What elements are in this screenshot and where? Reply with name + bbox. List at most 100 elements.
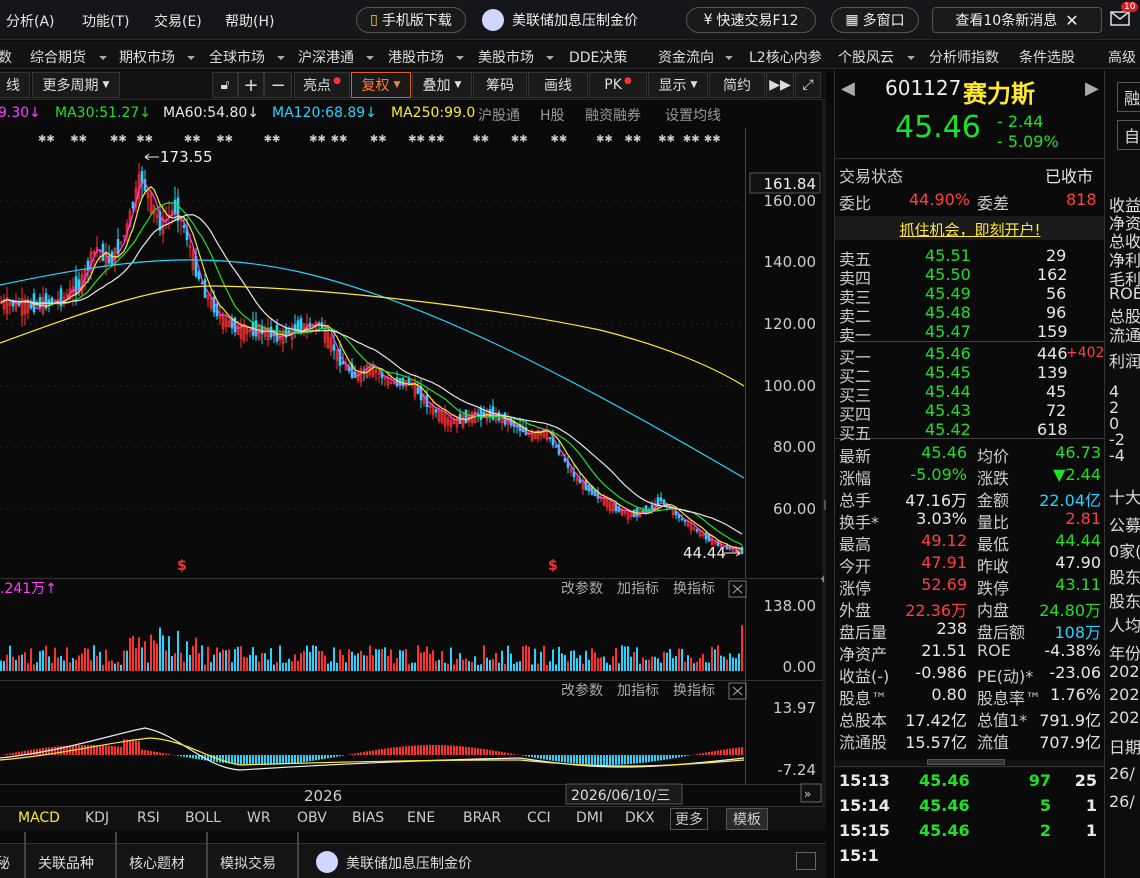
svg-text:✱✱: ✱✱: [472, 134, 489, 145]
nav-futures[interactable]: 综合期货: [30, 50, 86, 66]
close-icon[interactable]: ✕: [1065, 10, 1079, 30]
news-button[interactable]: 查看10条新消息 ✕: [932, 7, 1102, 33]
chevron-down-icon: ▼: [690, 80, 698, 90]
chips-button[interactable]: 筹码: [473, 72, 527, 98]
nav-l2[interactable]: L2核心内参: [749, 50, 822, 66]
pk-button[interactable]: PK ●: [589, 72, 647, 98]
bottom-tab-topics[interactable]: 核心题材: [129, 856, 185, 872]
stat-label: PE(动)*: [977, 667, 1034, 686]
bottom-bar: 秘 关联品种 核心题材 模拟交易 美联储加息压制金价: [0, 843, 826, 878]
mobile-download-button[interactable]: ▯ 手机版下载: [356, 7, 466, 33]
tab-boll[interactable]: BOLL: [185, 810, 221, 826]
stat-row: 净资产 21.51 ROE -4.38%: [839, 640, 1101, 664]
close-icon[interactable]: [728, 580, 747, 598]
open-account-link[interactable]: 抓住机会，即刻开户!: [835, 216, 1105, 240]
close-icon[interactable]: [728, 682, 747, 700]
ad-link[interactable]: 美联储加息压制金价: [482, 9, 638, 31]
simple-button[interactable]: 简约: [709, 72, 765, 98]
macd-add-indicator-button[interactable]: 加指标: [617, 683, 659, 699]
margin-link[interactable]: 融资融券: [585, 108, 641, 124]
buy-level-row[interactable]: 买四 45.43 72: [839, 400, 1101, 424]
buy-level-row[interactable]: 买三 45.44 45: [839, 381, 1101, 405]
lock-icon[interactable]: 🔓︎: [212, 72, 238, 98]
next-stock-icon[interactable]: ▶: [1085, 78, 1099, 99]
macd-params-button[interactable]: 改参数: [561, 682, 603, 699]
ma-settings-button[interactable]: 设置均线: [665, 108, 721, 124]
tab-dmi[interactable]: DMI: [576, 810, 603, 826]
fullscreen-icon[interactable]: ⤢: [795, 72, 821, 98]
sell-level-row[interactable]: 卖五 45.51 29: [839, 245, 1101, 269]
stat-value: 43.11: [1055, 575, 1101, 594]
nav-global[interactable]: 全球市场: [209, 50, 265, 66]
fast-forward-icon[interactable]: [800, 783, 822, 803]
tab-bias[interactable]: BIAS: [352, 810, 385, 826]
menu-analysis[interactable]: 分析(A): [6, 14, 55, 30]
period-line-button[interactable]: 线: [0, 72, 30, 98]
macd-switch-indicator-button[interactable]: 换指标: [673, 682, 715, 699]
sell-volume: 162: [1037, 265, 1068, 284]
zoom-in-icon[interactable]: +: [238, 72, 264, 98]
nav-options[interactable]: 期权市场: [119, 50, 175, 66]
tab-cci[interactable]: CCI: [527, 810, 551, 826]
tab-kdj[interactable]: KDJ: [85, 810, 110, 826]
draw-button[interactable]: 画线: [528, 72, 588, 98]
nav-analyst[interactable]: 分析师指数: [929, 50, 999, 66]
nav-stock-risk[interactable]: 个股风云: [838, 50, 894, 66]
hk-connect-link[interactable]: 沪股通: [478, 108, 520, 124]
vol-params-button[interactable]: 改参数: [561, 580, 603, 597]
vol-add-indicator-button[interactable]: 加指标: [617, 581, 659, 597]
tab-more[interactable]: 更多: [670, 808, 708, 830]
tab-brar[interactable]: BRAR: [463, 810, 502, 826]
nav-fund-flow[interactable]: 资金流向: [658, 50, 714, 66]
zoom-out-icon[interactable]: −: [264, 72, 292, 98]
nav-dde[interactable]: DDE决策: [569, 50, 628, 66]
tab-macd[interactable]: MACD: [18, 810, 60, 826]
vol-switch-indicator-button[interactable]: 换指标: [673, 580, 715, 597]
f10-text: 总收: [1109, 232, 1140, 251]
buy-level-row[interactable]: 买一 45.46 446 +402: [839, 343, 1104, 367]
minimize-panel-icon[interactable]: [796, 852, 816, 870]
stat-label: 最新: [839, 447, 872, 466]
tab-wr[interactable]: WR: [247, 810, 271, 826]
highlights-button[interactable]: 亮点 ●: [294, 72, 350, 98]
quick-trade-button[interactable]: ¥ 快速交易F12: [686, 7, 816, 33]
tab-dkx[interactable]: DKX: [625, 810, 655, 826]
prev-stock-icon[interactable]: ◀: [841, 78, 855, 99]
nav-connect[interactable]: 沪深港通: [298, 50, 354, 66]
template-button[interactable]: 模板: [726, 808, 768, 830]
nav-us[interactable]: 美股市场: [478, 50, 534, 66]
nav-screener[interactable]: 条件选股: [1019, 50, 1075, 66]
bottom-tab-related[interactable]: 关联品种: [38, 856, 94, 872]
menu-function[interactable]: 功能(T): [82, 14, 130, 30]
bottom-tab[interactable]: 秘: [0, 856, 10, 872]
overlay-button[interactable]: 叠加 ▼: [412, 72, 472, 98]
buy-level-row[interactable]: 买二 45.45 139: [839, 362, 1101, 386]
sell-level-row[interactable]: 卖二 45.48 96: [839, 302, 1101, 326]
display-button[interactable]: 显示 ▼: [648, 72, 708, 98]
nav-hk[interactable]: 港股市场: [388, 50, 444, 66]
nav-advanced[interactable]: 高级: [1108, 50, 1136, 66]
sell-level-row[interactable]: 卖四 45.50 162: [839, 264, 1101, 288]
mail-icon[interactable]: 10: [1109, 2, 1139, 28]
more-periods-button[interactable]: 更多周期 ▼: [32, 72, 120, 98]
menu-help[interactable]: 帮助(H): [225, 14, 275, 30]
bottom-tab-sim-trade[interactable]: 模拟交易: [220, 856, 276, 872]
buy-level-row[interactable]: 买五 45.42 618: [839, 419, 1101, 443]
sell-level-row[interactable]: 卖一 45.47 159: [839, 321, 1101, 345]
sell-level-row[interactable]: 卖三 45.49 56: [839, 283, 1101, 307]
multi-window-button[interactable]: ▦ 多窗口: [831, 7, 919, 33]
nav-item[interactable]: 数: [0, 50, 12, 66]
h-share-link[interactable]: H股: [540, 108, 565, 124]
stat-label: 昨收: [977, 557, 1010, 576]
tab-ene[interactable]: ENE: [407, 810, 436, 826]
tab-obv[interactable]: OBV: [297, 810, 327, 826]
panel-splitter[interactable]: [927, 759, 1005, 765]
bottom-ad-link[interactable]: 美联储加息压制金价: [346, 856, 472, 872]
fast-forward-icon[interactable]: ▶▶: [766, 72, 794, 98]
scroll-track[interactable]: [0, 830, 826, 843]
f10-text: 股东: [1109, 568, 1140, 587]
menu-trade[interactable]: 交易(E): [154, 14, 202, 30]
tab-rsi[interactable]: RSI: [137, 810, 160, 826]
kline-chart[interactable]: ✱✱ ✱✱ ✱✱ ✱✱ ✱✱ ✱✱ ✱✱ ✱✱ ✱✱ ✱✱ ✱✱ ✱✱ ✱✱ ✱✱ ✱✱ ✱✱ ✱✱ ✱✱ ✱✱ ✱✱…: [0, 100, 826, 806]
adjust-button[interactable]: 复权 ▼: [351, 72, 411, 98]
